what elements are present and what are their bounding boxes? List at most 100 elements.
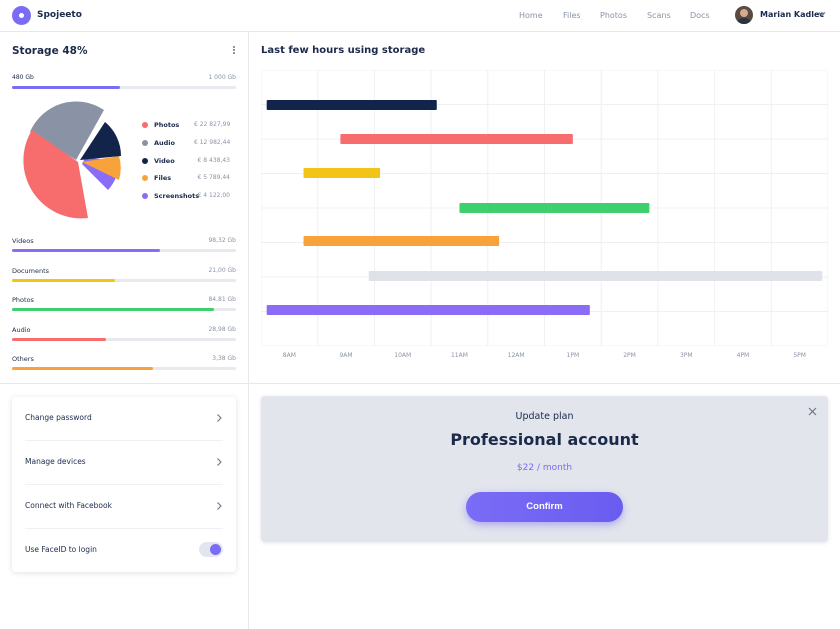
logo-icon[interactable] [12, 6, 31, 25]
category-progress [12, 337, 236, 341]
x-tick-label: 10AM [394, 352, 412, 359]
legend-item: Video € 8 438,43 [142, 156, 238, 166]
legend-item: Files € 5 789,44 [142, 173, 238, 183]
category-label: Photos [12, 296, 34, 304]
storage-usage-chart [261, 70, 828, 346]
x-tick-label: 12AM [507, 352, 525, 359]
legend-value: € 8 438,43 [197, 156, 230, 164]
x-tick-label: 2PM [623, 352, 636, 359]
gantt-bar [368, 271, 823, 281]
x-tick-label: 4PM [736, 352, 750, 359]
x-tick-label: 5PM [793, 352, 806, 359]
toggle-knob [210, 544, 221, 555]
x-tick-label: 3PM [679, 352, 693, 359]
avatar[interactable] [735, 6, 753, 24]
chart-title: Last few hours using storage [261, 45, 426, 56]
plan-subtitle: Update plan [515, 411, 574, 422]
user-name[interactable]: Marian Kadlec [760, 10, 825, 19]
chevron-right-icon[interactable] [215, 413, 223, 423]
legend-dot-icon [142, 193, 148, 200]
category-label: Others [12, 355, 34, 363]
legend-label: Audio [154, 138, 176, 147]
setting-label: Manage devices [25, 457, 86, 466]
legend-label: Photos [154, 121, 180, 129]
legend-value: € 22 827,99 [194, 121, 231, 128]
pie-slice-photos [23, 130, 88, 219]
chevron-right-icon[interactable] [215, 501, 223, 511]
settings-card: Change password Manage devices Connect w… [12, 397, 236, 572]
category-label: Videos [12, 237, 34, 245]
pie-slice-files [82, 156, 121, 180]
legend-dot-icon [142, 122, 148, 128]
brand-name[interactable]: Spojeeto [37, 10, 82, 20]
storage-title: Storage 48% [12, 45, 88, 57]
setting-change-password[interactable]: Change password [25, 397, 223, 441]
legend-value: € 5 789,44 [197, 174, 230, 182]
nav-photos[interactable]: Photos [600, 11, 627, 20]
x-tick-label: 11AM [450, 352, 468, 359]
category-value: 84,81 Gb [208, 296, 236, 303]
top-bar: Spojeeto Home Files Photos Scans Docs Ma… [0, 0, 840, 32]
confirm-button[interactable]: Confirm [466, 492, 623, 522]
category-value: 21,00 Gb [208, 266, 236, 274]
category-label: Audio [12, 325, 31, 334]
category-progress [12, 367, 236, 370]
close-icon[interactable] [808, 407, 817, 416]
legend-dot-icon [142, 175, 148, 182]
gantt-bar [459, 203, 650, 213]
nav-home[interactable]: Home [519, 11, 543, 20]
pie-slice-video [80, 122, 122, 160]
vertical-divider [248, 32, 249, 629]
legend-value: € 12 982,44 [194, 138, 231, 146]
category-label: Documents [12, 266, 50, 275]
chevron-down-icon[interactable] [816, 8, 828, 20]
chevron-right-icon[interactable] [215, 457, 223, 467]
legend-label: Video [154, 156, 175, 165]
plan-title: Professional account [450, 430, 639, 449]
setting-manage-devices[interactable]: Manage devices [25, 441, 223, 485]
category-progress [12, 308, 236, 311]
legend-item: Photos € 22 827,99 [142, 120, 238, 130]
faceid-toggle[interactable] [199, 542, 223, 557]
legend-dot-icon [142, 139, 148, 146]
legend-dot-icon [142, 157, 148, 164]
gantt-bar [303, 236, 500, 246]
pie-slice-audio [30, 101, 104, 160]
category-value: 3,38 Gb [212, 355, 236, 362]
storage-progress [12, 86, 236, 89]
legend-label: Screenshots [154, 192, 200, 201]
storage-progress-fill [12, 86, 120, 89]
legend-label: Files [154, 174, 172, 183]
legend-item: Screenshots € 4 122,00 [142, 191, 238, 201]
setting-label: Change password [25, 413, 92, 422]
category-progress-fill [12, 249, 160, 252]
category-progress-fill [12, 367, 154, 370]
legend-value: € 4 122,00 [197, 192, 230, 200]
storage-used-label: 480 Gb [12, 74, 34, 81]
horizontal-divider [0, 383, 840, 384]
nav-scans[interactable]: Scans [647, 11, 671, 20]
nav-files[interactable]: Files [563, 11, 581, 20]
plan-price: $22 / month [516, 463, 573, 473]
setting-label: Connect with Facebook [25, 501, 112, 510]
legend-item: Audio € 12 982,44 [142, 138, 238, 148]
category-progress-fill [12, 337, 107, 341]
category-value: 98,32 Gb [208, 237, 236, 244]
gantt-bar [266, 100, 437, 110]
setting-faceid: Use FaceID to login [25, 529, 223, 573]
gantt-bar [340, 134, 573, 144]
category-value: 28,98 Gb [208, 325, 236, 333]
storage-total-label: 1 000 Gb [208, 74, 236, 81]
setting-connect-facebook[interactable]: Connect with Facebook [25, 485, 223, 529]
x-tick-label: 9AM [339, 352, 353, 359]
setting-label: Use FaceID to login [25, 545, 97, 554]
category-progress [12, 249, 236, 252]
nav-docs[interactable]: Docs [690, 11, 710, 20]
storage-pie-chart [23, 101, 122, 219]
update-plan-card: Update plan Professional account $22 / m… [261, 396, 828, 542]
category-progress [12, 278, 236, 282]
category-progress-fill [12, 278, 116, 282]
gantt-bar [266, 305, 590, 315]
more-options-icon[interactable] [231, 45, 237, 57]
x-tick-label: 8AM [282, 352, 296, 359]
